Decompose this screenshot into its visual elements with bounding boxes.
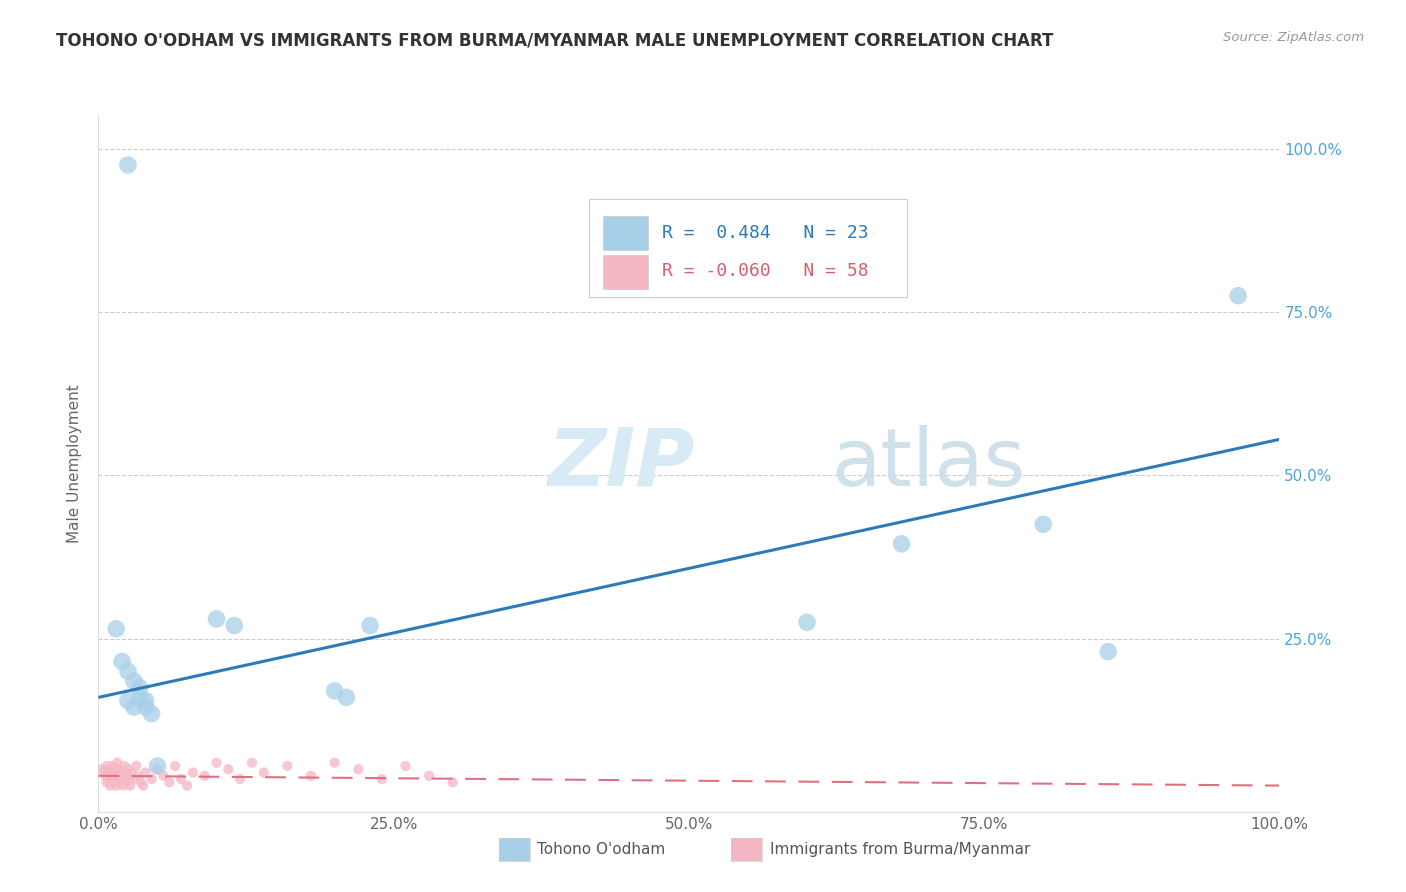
Bar [603, 216, 648, 250]
Point [105, 762, 128, 776]
Point [112, 759, 135, 773]
Point [117, 158, 139, 172]
Point [122, 674, 145, 689]
Point [117, 665, 139, 679]
Text: R =  0.484   N = 23: R = 0.484 N = 23 [662, 224, 869, 242]
Point [157, 775, 180, 789]
Point [394, 759, 416, 773]
Text: Immigrants from Burma/Myanmar: Immigrants from Burma/Myanmar [770, 842, 1031, 856]
Point [93, 765, 115, 780]
Point [135, 693, 157, 707]
FancyBboxPatch shape [589, 200, 907, 297]
Point [120, 779, 142, 793]
Point [98, 762, 121, 776]
Text: Tohono O'odham: Tohono O'odham [537, 842, 665, 856]
Point [129, 775, 152, 789]
Point [181, 765, 204, 780]
Point [135, 765, 157, 780]
Point [146, 759, 169, 773]
Point [100, 769, 122, 783]
Point [205, 612, 228, 626]
Point [146, 762, 169, 776]
Point [229, 772, 252, 786]
Point [117, 693, 139, 707]
Point [253, 765, 276, 780]
Point [205, 756, 228, 770]
Point [112, 779, 135, 793]
Point [110, 772, 132, 786]
Point [104, 772, 127, 786]
Point [118, 772, 141, 786]
Point [101, 775, 124, 789]
Point [1097, 645, 1119, 659]
Point [418, 769, 440, 783]
Point [98, 772, 121, 786]
Point [141, 772, 163, 786]
Point [165, 759, 187, 773]
Point [121, 765, 143, 780]
Point [97, 764, 120, 778]
Point [117, 762, 139, 776]
Point [94, 769, 117, 783]
Point [796, 615, 818, 630]
Point [240, 756, 263, 770]
Text: TOHONO O'ODHAM VS IMMIGRANTS FROM BURMA/MYANMAR MALE UNEMPLOYMENT CORRELATION CH: TOHONO O'ODHAM VS IMMIGRANTS FROM BURMA/… [56, 31, 1053, 49]
Point [194, 769, 217, 783]
Point [1032, 517, 1054, 532]
Point [224, 618, 246, 632]
Text: ZIP: ZIP [547, 425, 695, 503]
Point [101, 759, 124, 773]
Point [105, 622, 128, 636]
Point [347, 762, 370, 776]
Point [98, 779, 121, 793]
Point [111, 655, 134, 669]
Point [335, 690, 357, 705]
Point [105, 756, 128, 770]
Point [890, 537, 912, 551]
Point [132, 779, 155, 793]
Point [152, 769, 174, 783]
Point [108, 762, 131, 776]
Point [128, 690, 150, 705]
Point [135, 700, 157, 714]
Text: R = -0.060   N = 58: R = -0.060 N = 58 [662, 262, 869, 280]
Point [371, 772, 394, 786]
Point [111, 765, 134, 780]
Point [122, 700, 145, 714]
Point [115, 775, 138, 789]
Point [299, 769, 322, 783]
Point [125, 759, 148, 773]
Point [96, 775, 118, 789]
Point [141, 706, 163, 721]
Point [170, 772, 193, 786]
Point [105, 779, 128, 793]
Point [1227, 288, 1250, 302]
Point [276, 759, 298, 773]
Point [114, 769, 136, 783]
Point [176, 779, 198, 793]
Text: Source: ZipAtlas.com: Source: ZipAtlas.com [1223, 31, 1364, 45]
Point [122, 772, 145, 786]
Point [128, 681, 150, 695]
Point [96, 759, 118, 773]
Point [128, 769, 150, 783]
Point [323, 684, 346, 698]
Point [91, 762, 114, 776]
Point [441, 775, 464, 789]
Point [359, 618, 381, 632]
Point [323, 756, 346, 770]
Point [105, 769, 128, 783]
Y-axis label: Male Unemployment: Male Unemployment [67, 384, 83, 543]
Point [107, 775, 129, 789]
Point [217, 762, 239, 776]
Bar [603, 255, 648, 288]
Text: atlas: atlas [831, 425, 1025, 503]
Point [103, 765, 125, 780]
